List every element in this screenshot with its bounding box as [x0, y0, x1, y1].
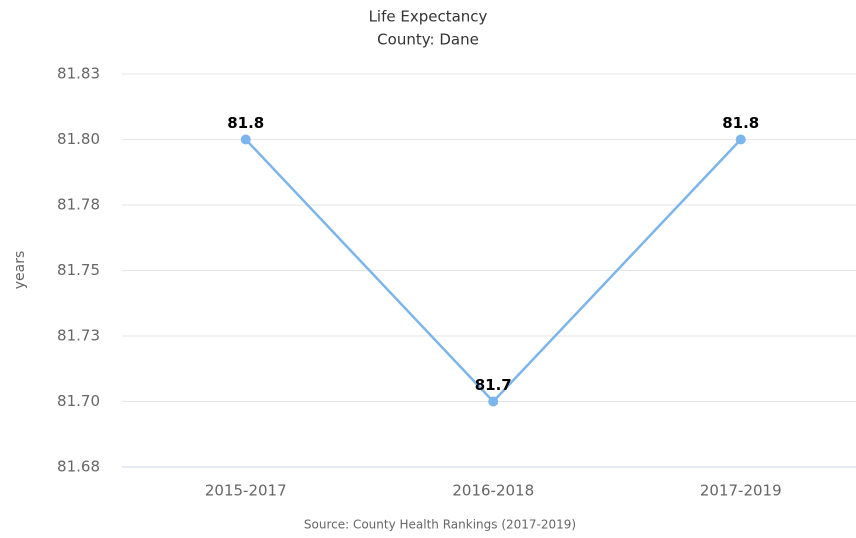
- source: Source: County Health Rankings (2017-201…: [304, 518, 576, 532]
- y-tick-label: 81.68: [57, 458, 100, 476]
- y-tick-label: 81.78: [57, 196, 100, 214]
- chart-subtitle: County: Dane: [377, 31, 479, 49]
- chart-title: Life Expectancy: [369, 8, 488, 26]
- data-label: 81.8: [722, 114, 759, 132]
- y-axis-label: years: [12, 251, 28, 290]
- y-tick-label: 81.83: [57, 65, 100, 83]
- x-tick-label: 2017-2019: [700, 482, 782, 500]
- data-label: 81.7: [475, 376, 512, 394]
- y-tick-label: 81.80: [57, 130, 100, 148]
- data-label: 81.8: [227, 114, 264, 132]
- data-point: [240, 134, 251, 145]
- data-point: [735, 134, 746, 145]
- y-tick-label: 81.75: [57, 261, 100, 279]
- y-tick-label: 81.70: [57, 392, 100, 410]
- y-tick-label: 81.73: [57, 327, 100, 345]
- x-tick-label: 2016-2018: [452, 482, 534, 500]
- x-tick-label: 2015-2017: [205, 482, 287, 500]
- data-point: [488, 396, 499, 407]
